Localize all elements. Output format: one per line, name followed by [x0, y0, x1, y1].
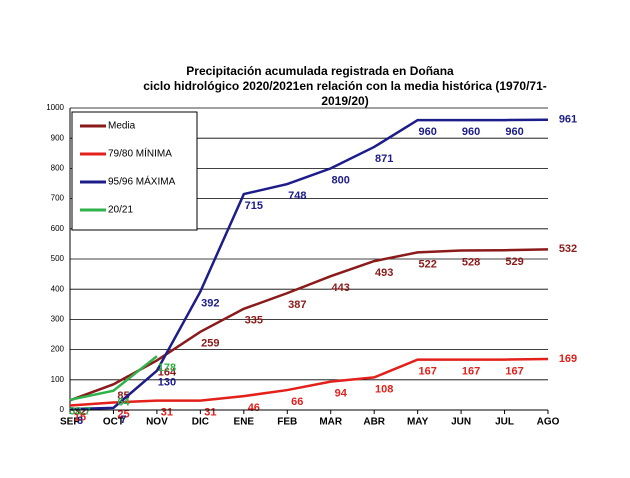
data-label: 31 [161, 407, 173, 419]
data-label: 25 [117, 408, 129, 420]
x-tick-label: ABR [363, 417, 385, 428]
data-label: 961 [559, 114, 577, 126]
data-label: 108 [375, 383, 393, 395]
data-label: 493 [375, 267, 393, 279]
data-label: 387 [288, 299, 306, 311]
data-label: 33.7 [69, 406, 90, 418]
y-tick-label: 300 [51, 315, 65, 324]
data-label: 130 [158, 377, 176, 389]
x-tick-label: SEP [60, 417, 80, 428]
data-label: 960 [462, 126, 480, 138]
data-label: 178 [158, 362, 176, 374]
data-label: 167 [462, 365, 480, 377]
data-label: 532 [559, 243, 577, 255]
y-tick-label: 900 [51, 133, 65, 142]
series-line [69, 248, 549, 402]
x-tick-label: FEB [277, 417, 297, 428]
series-line [69, 355, 158, 402]
data-label: 443 [332, 282, 350, 294]
chart-title: ciclo hidrológico 2020/2021en relación c… [143, 79, 547, 93]
y-tick-label: 500 [51, 254, 65, 263]
data-label: 164 [158, 366, 177, 378]
y-tick-label: 0 [60, 405, 65, 414]
x-tick-label: JUL [495, 417, 514, 428]
chart-title: 2019/20) [321, 94, 368, 108]
y-tick-label: 100 [51, 375, 65, 384]
series-line [69, 118, 549, 411]
x-tick-label: MAR [319, 417, 343, 428]
x-tick-label: DIC [192, 417, 209, 428]
y-tick-label: 200 [51, 345, 65, 354]
x-tick-label: OCT [103, 417, 124, 428]
data-label: 169 [559, 353, 577, 365]
data-label: 64 [117, 397, 130, 409]
data-label: 529 [505, 256, 523, 268]
data-label: 15 [74, 411, 86, 423]
data-label: 167 [505, 365, 523, 377]
data-label: 85 [117, 390, 129, 402]
data-label: 715 [245, 200, 263, 212]
data-label: 960 [418, 126, 436, 138]
data-label: 94 [335, 388, 348, 400]
legend-label: 20/21 [108, 205, 133, 216]
x-tick-label: JUN [451, 417, 471, 428]
y-tick-label: 800 [51, 164, 65, 173]
data-label: 66 [291, 396, 303, 408]
x-tick-label: ENE [234, 417, 255, 428]
data-label: 259 [201, 338, 219, 350]
data-label: 871 [375, 153, 393, 165]
data-label: 800 [332, 174, 350, 186]
data-label: 3 [77, 415, 83, 427]
y-tick-label: 600 [51, 224, 65, 233]
data-label: 960 [505, 126, 523, 138]
chart-title: Precipitación acumulada registrada en Do… [186, 64, 454, 78]
y-tick-label: 1000 [46, 103, 64, 112]
data-label: 167 [418, 365, 436, 377]
data-label: 46 [248, 402, 260, 414]
data-label: 392 [201, 298, 219, 310]
y-tick-label: 400 [51, 284, 65, 293]
legend-label: 79/80 MÍNIMA [108, 147, 172, 160]
legend-label: Media [108, 121, 136, 132]
x-tick-label: AGO [537, 417, 560, 428]
x-tick-label: NOV [146, 417, 168, 428]
data-label: 522 [418, 258, 436, 270]
data-label: 748 [288, 190, 306, 202]
data-label: 31 [204, 407, 216, 419]
series-line [69, 357, 549, 407]
legend-label: 95/96 MÁXIMA [108, 175, 176, 188]
data-label: 335 [245, 315, 263, 327]
data-label: 7 [120, 414, 126, 426]
y-tick-label: 700 [51, 194, 65, 203]
data-label: 528 [462, 256, 480, 268]
x-tick-label: MAY [407, 417, 429, 428]
